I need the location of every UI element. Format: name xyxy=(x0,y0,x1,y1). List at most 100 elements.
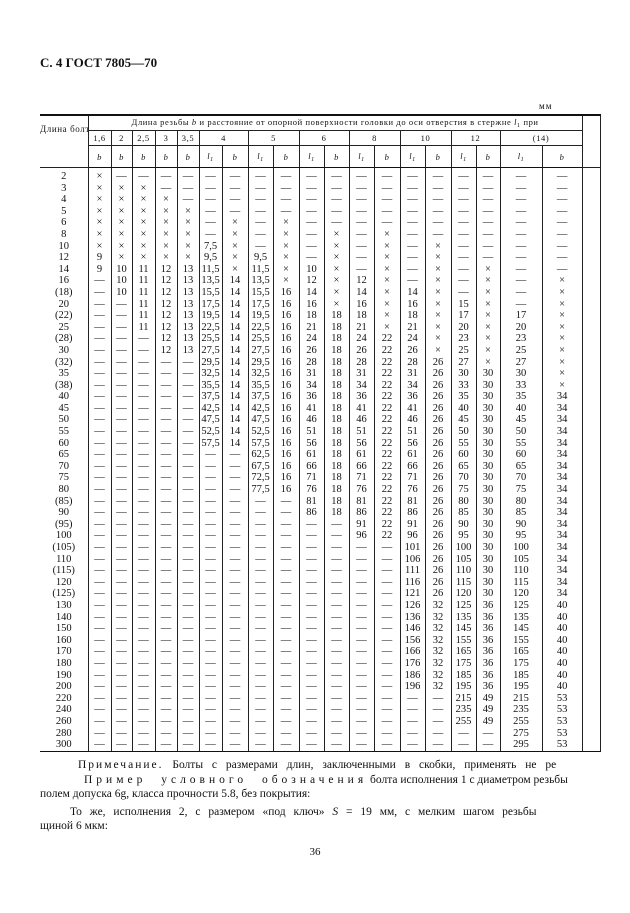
value-cell: — xyxy=(110,167,133,183)
value-cell: 40 xyxy=(541,623,583,635)
empty-cell xyxy=(581,333,601,345)
value-cell: — xyxy=(247,167,274,183)
value-cell: × xyxy=(131,252,156,264)
value-cell: — xyxy=(87,356,112,369)
value-cell: — xyxy=(221,623,249,635)
value-cell: — xyxy=(348,657,375,670)
value-cell: 55 xyxy=(450,437,477,450)
value-cell: 135 xyxy=(450,611,477,624)
value-cell: — xyxy=(323,205,350,218)
value-cell: — xyxy=(424,182,452,195)
value-cell: — xyxy=(298,205,325,218)
value-cell: — xyxy=(450,182,477,195)
value-cell: 195 xyxy=(499,681,543,693)
value-cell: 18 xyxy=(323,414,350,427)
value-cell: — xyxy=(399,704,426,716)
group-header-l1-sub: 1 xyxy=(517,123,521,129)
value-cell: — xyxy=(323,739,350,752)
value-cell: 16 xyxy=(272,310,300,322)
value-cell: — xyxy=(154,402,178,415)
value-cell: × xyxy=(541,310,583,322)
value-cell: 61 xyxy=(399,449,426,461)
value-cell: 20 xyxy=(450,321,477,334)
value-cell: — xyxy=(154,704,178,716)
value-cell: 24 xyxy=(298,333,325,345)
value-cell: — xyxy=(154,634,178,647)
value-cell: 10 xyxy=(110,263,133,276)
value-cell: — xyxy=(198,542,223,554)
value-cell: — xyxy=(87,460,112,473)
empty-cell xyxy=(581,194,601,206)
value-cell: — xyxy=(198,182,223,195)
group-header-part1: Длина резьбы xyxy=(131,117,190,127)
value-cell: 11 xyxy=(131,263,156,276)
value-cell: × xyxy=(424,310,452,322)
value-cell: — xyxy=(323,182,350,195)
value-cell: — xyxy=(499,167,543,183)
value-cell: — xyxy=(87,484,112,496)
empty-cell xyxy=(581,518,601,531)
value-cell: — xyxy=(87,576,112,589)
value-cell: — xyxy=(198,530,223,542)
value-cell: — xyxy=(176,379,200,392)
value-cell: — xyxy=(298,669,325,682)
value-cell: — xyxy=(399,205,426,218)
value-cell: 26 xyxy=(424,356,452,369)
value-cell: — xyxy=(198,623,223,635)
value-cell: — xyxy=(247,507,274,519)
value-cell: 26 xyxy=(348,344,375,357)
value-cell: 30 xyxy=(475,402,501,415)
value-cell: × xyxy=(424,344,452,357)
value-cell: — xyxy=(110,542,133,554)
value-cell: — xyxy=(198,657,223,670)
bolt-length-cell: 8 xyxy=(40,228,89,241)
value-cell: 56 xyxy=(298,437,325,450)
value-cell: — xyxy=(87,588,112,600)
value-cell: 14 xyxy=(221,414,249,427)
value-cell: 32 xyxy=(424,623,452,635)
value-cell: — xyxy=(198,704,223,716)
table-row: (28) — — —12 13 25,5 14 25,5 16 24 18 24 22 24 × 23 × 23 × xyxy=(40,333,601,345)
value-cell: — xyxy=(247,646,274,658)
value-cell: 175 xyxy=(499,657,543,670)
value-cell: 67,5 xyxy=(247,460,274,473)
value-cell: — xyxy=(221,553,249,566)
value-cell: 9,5 xyxy=(247,252,274,264)
value-cell: 76 xyxy=(348,484,375,496)
value-cell: — xyxy=(110,611,133,624)
value-cell: — xyxy=(131,437,156,450)
value-cell: — xyxy=(272,518,300,531)
value-cell: — xyxy=(348,240,375,253)
value-cell: — xyxy=(221,194,249,206)
value-cell: — xyxy=(373,623,401,635)
value-cell: — xyxy=(373,205,401,218)
value-cell: 26 xyxy=(424,518,452,531)
value-cell: 40 xyxy=(541,646,583,658)
value-cell: × xyxy=(541,344,583,357)
value-cell: 105 xyxy=(499,553,543,566)
value-cell: — xyxy=(154,542,178,554)
value-cell: — xyxy=(298,588,325,600)
bolt-length-cell: 75 xyxy=(40,472,89,485)
value-cell: 21 xyxy=(298,321,325,334)
value-cell: — xyxy=(541,205,583,218)
b-subheader: b xyxy=(373,145,401,168)
value-cell: 18 xyxy=(323,379,350,392)
value-cell: — xyxy=(298,542,325,554)
value-cell: 15 xyxy=(450,298,477,311)
value-cell: 14 xyxy=(221,298,249,311)
value-cell: — xyxy=(87,657,112,670)
note-text: Болты с размерами длин, заключенными в с… xyxy=(172,759,557,771)
value-cell: 26 xyxy=(424,460,452,473)
value-cell: 32 xyxy=(424,599,452,612)
value-cell: — xyxy=(131,333,156,345)
diameter-header: 8 xyxy=(348,130,401,146)
diameter-header: 3,5 xyxy=(176,130,200,146)
value-cell: — xyxy=(373,704,401,716)
value-cell: 11,5 xyxy=(198,263,223,276)
value-cell: — xyxy=(399,217,426,229)
value-cell: × xyxy=(541,298,583,311)
value-cell: × xyxy=(373,298,401,311)
value-cell: 36 xyxy=(475,634,501,647)
value-cell: 76 xyxy=(298,484,325,496)
